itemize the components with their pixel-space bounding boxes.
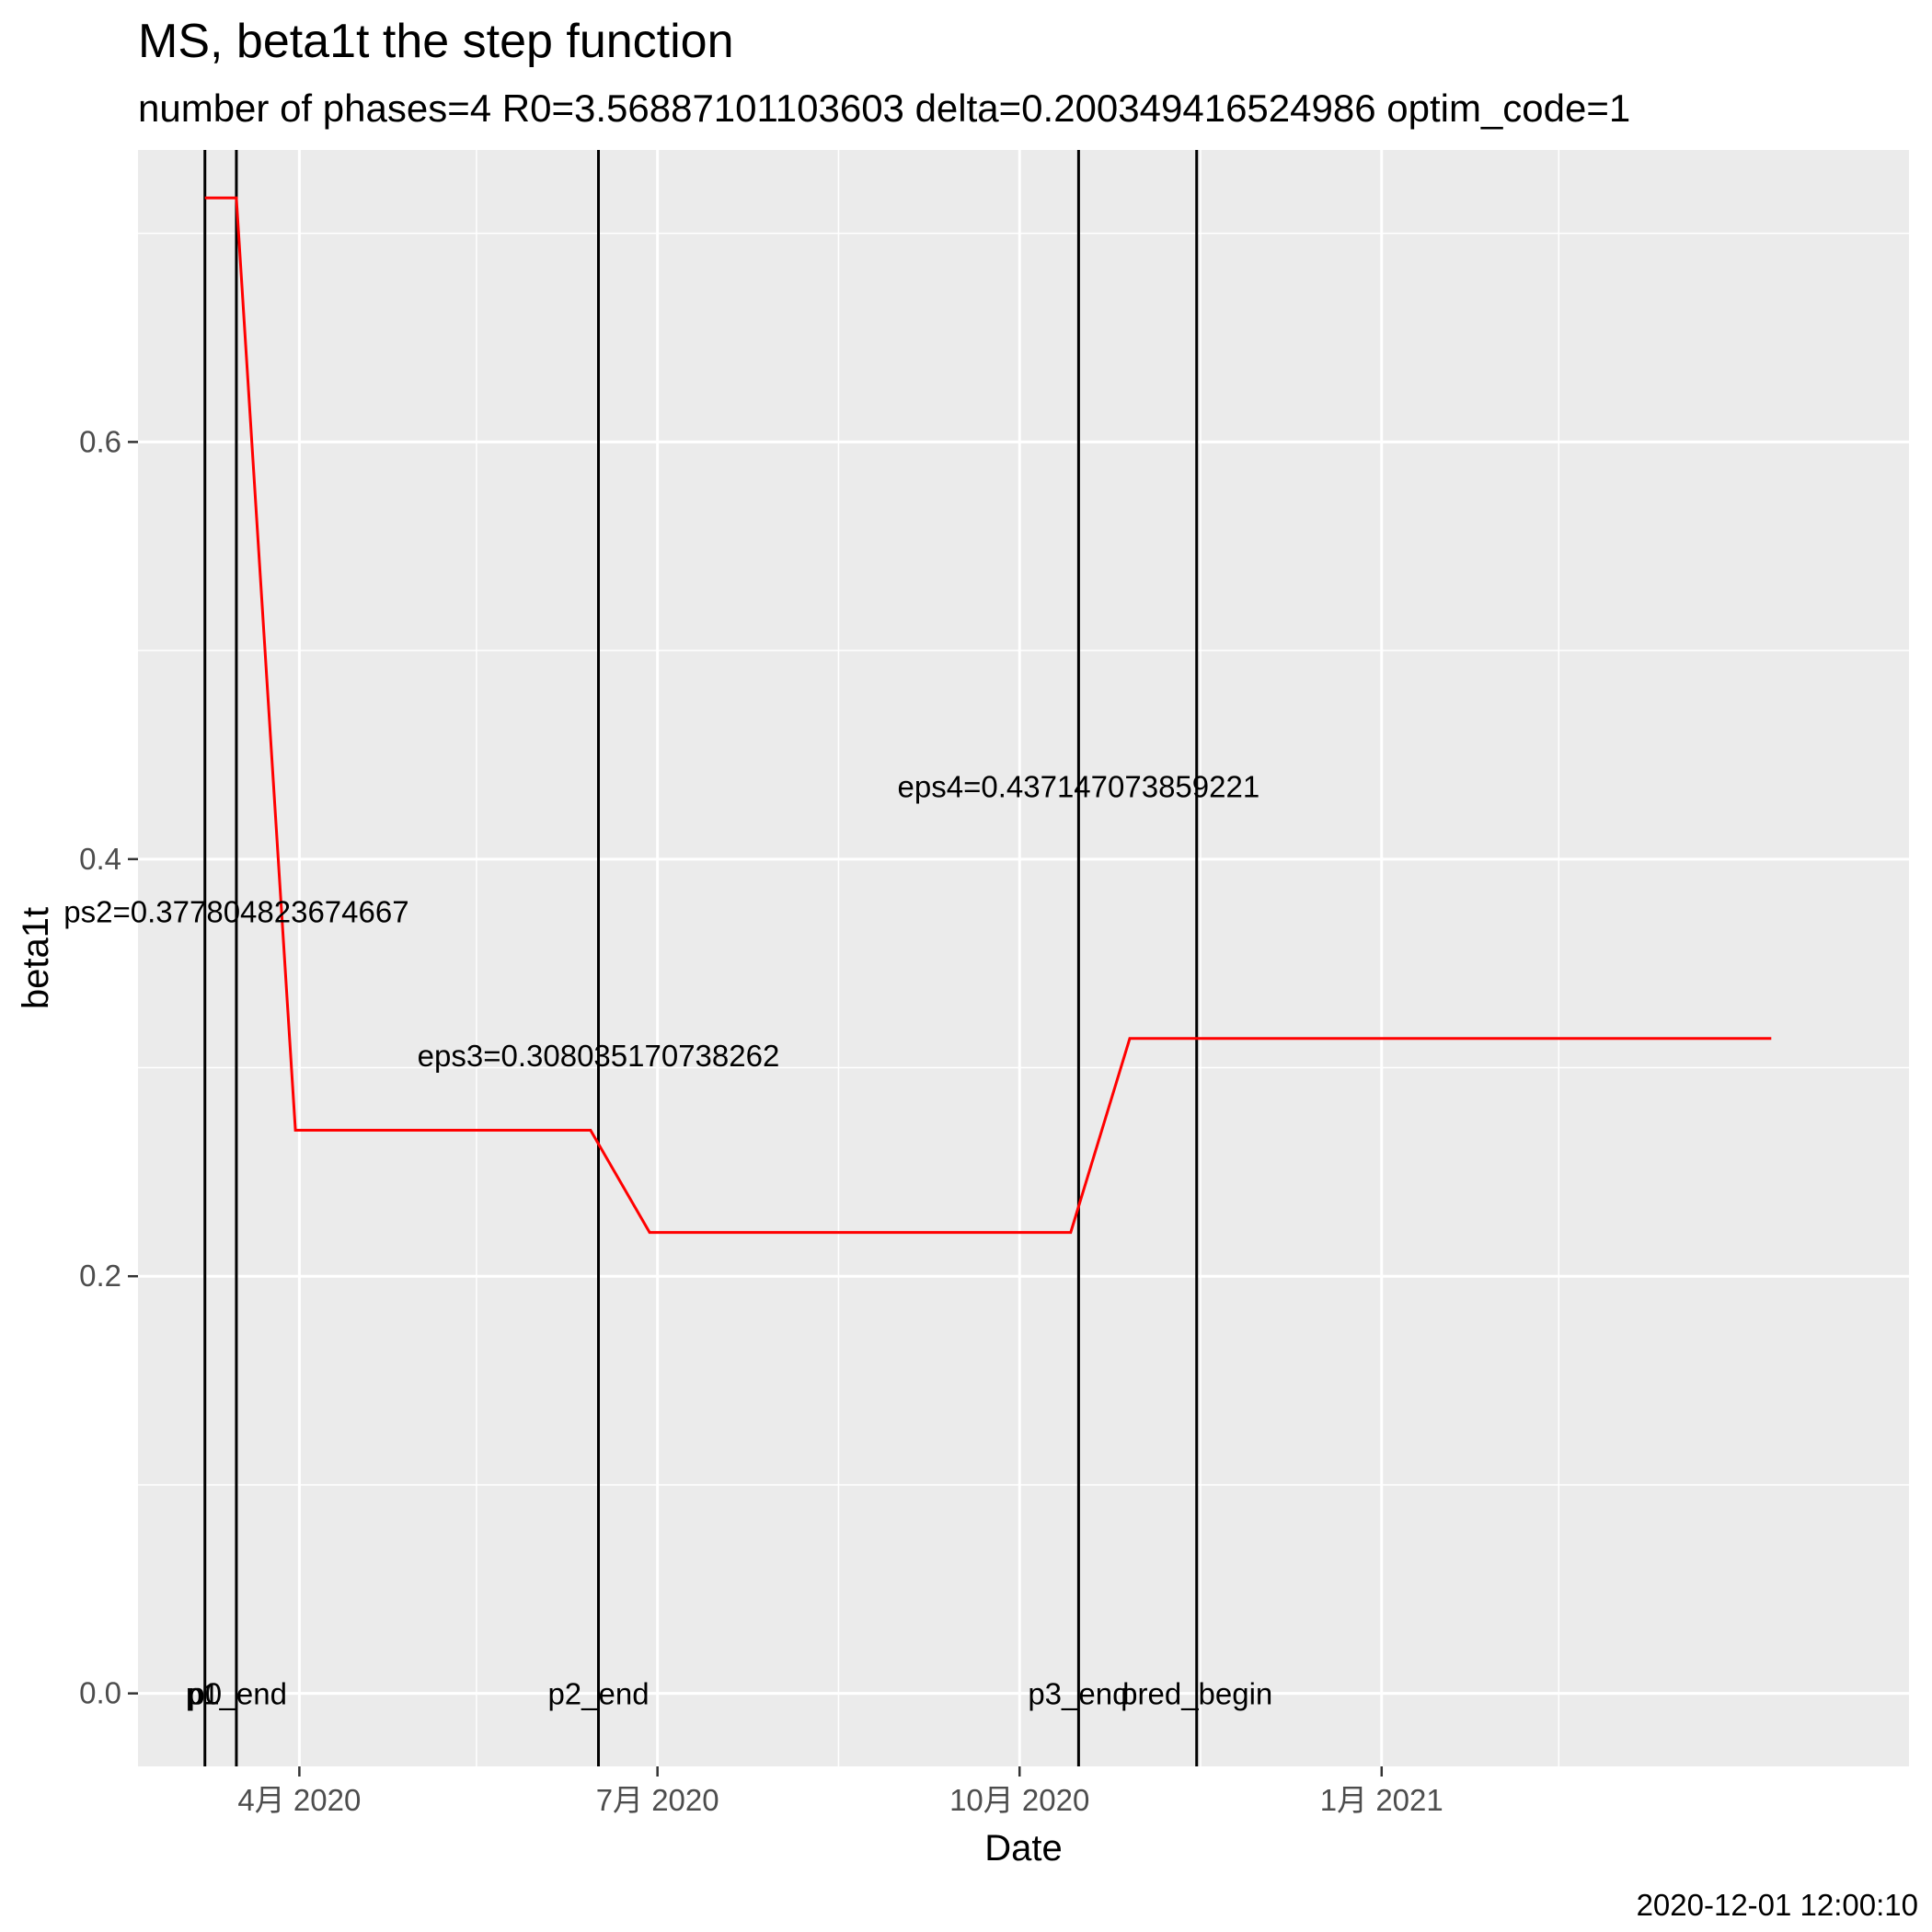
annotation-label: ps2=0.377804823674667 [63, 894, 408, 928]
phase-label: p2_end [547, 1677, 649, 1711]
caption-timestamp: 2020-12-01 12:00:10 [1637, 1888, 1918, 1922]
major-gridlines [138, 150, 1909, 1766]
annotation-label: eps4=0.437147073859221 [898, 769, 1260, 803]
phase-label: p0 [188, 1677, 222, 1711]
y-axis: 0.0 0.2 0.4 0.6 [79, 424, 138, 1710]
phase-label: p1_end [186, 1677, 287, 1711]
beta1t-series-line [204, 196, 1772, 1235]
phase-label: p3_end [1028, 1677, 1129, 1711]
plot-panel [138, 150, 1909, 1766]
annotations: ps2=0.377804823674667 eps3=0.308035170738… [63, 769, 1259, 1072]
x-tick-label: 10月 2020 [949, 1783, 1089, 1817]
x-tick-label: 4月 2020 [237, 1783, 361, 1817]
chart-title: MS, beta1t the step function [138, 15, 734, 68]
chart-subtitle: number of phases=4 R0=3.56887101103603 d… [138, 86, 1630, 130]
x-tick-label: 7月 2020 [596, 1783, 719, 1817]
x-axis: 4月 2020 7月 2020 10月 2020 1月 2021 [237, 1766, 1443, 1817]
y-tick-label: 0.0 [79, 1676, 121, 1710]
x-axis-title: Date [984, 1828, 1063, 1869]
y-tick-label: 0.4 [79, 842, 121, 876]
phase-lines [203, 150, 1199, 1766]
annotation-label: eps3=0.308035170738262 [418, 1039, 780, 1073]
minor-gridlines [138, 150, 1909, 1766]
phase-label: pred_begin [1121, 1677, 1272, 1711]
y-tick-label: 0.2 [79, 1259, 121, 1293]
y-axis-title: beta1t [16, 907, 56, 1009]
y-tick-label: 0.6 [79, 424, 121, 458]
x-tick-label: 1月 2021 [1320, 1783, 1443, 1817]
